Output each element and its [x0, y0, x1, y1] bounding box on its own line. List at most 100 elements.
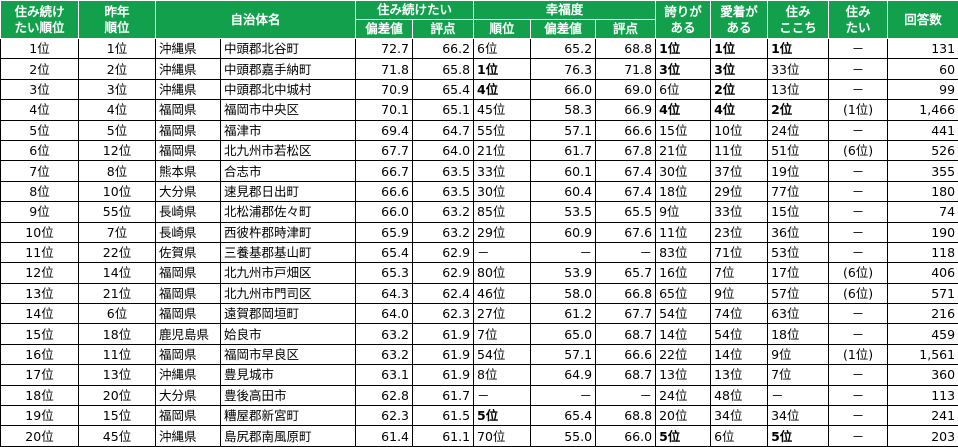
table-cell: 71.8: [355, 58, 414, 80]
table-cell: 豊後高田市: [219, 384, 357, 407]
table-cell: 21位: [655, 139, 712, 162]
table-cell: 島尻郡南風原町: [219, 425, 357, 447]
table-cell: 9位: [710, 282, 769, 305]
header-cell: 昨年 順位: [78, 0, 156, 39]
table-cell: 19位: [767, 160, 830, 182]
table-cell: 3位: [655, 58, 712, 80]
table-cell: 5位: [655, 425, 712, 447]
table-cell: 66.0: [595, 425, 657, 447]
table-cell: 71位: [710, 241, 769, 264]
table-cell: 2位: [767, 99, 830, 121]
table-cell: 34位: [710, 405, 769, 427]
table-cell: 4位: [473, 78, 532, 101]
table-cell: －: [828, 180, 889, 203]
table-cell: 8位: [473, 364, 532, 386]
table-cell: 18位: [767, 323, 830, 345]
table-cell: 65位: [655, 282, 712, 305]
table-cell: 62.3: [355, 405, 414, 427]
table-cell: 15位: [655, 119, 712, 141]
table-cell: 19位: [0, 405, 79, 427]
table-cell: 61.7: [530, 139, 597, 162]
table-cell: 65.5: [595, 201, 657, 223]
table-cell: 6位: [0, 139, 79, 162]
table-cell: 406: [887, 262, 958, 284]
table-cell: 5位: [767, 425, 830, 447]
table-cell: 12位: [78, 139, 156, 162]
table-cell: 60.1: [530, 160, 597, 182]
table-cell: 63.1: [355, 364, 414, 386]
table-cell: 65.0: [530, 323, 597, 345]
table-cell: 4位: [78, 99, 156, 121]
table-cell: 67.8: [595, 139, 657, 162]
table-row: 14位 6位 福岡県 遠賀郡岡垣町 64.0 62.3 27位 61.2 67.7 54位 74位 6…: [0, 303, 958, 325]
table-cell: 21位: [78, 282, 156, 305]
table-cell: 54位: [710, 323, 769, 345]
table-cell: 10位: [78, 180, 156, 203]
table-cell: 福岡市早良区: [219, 343, 357, 366]
table-cell: －: [828, 405, 889, 427]
table-cell: 67.7: [595, 303, 657, 325]
table-cell: 62.9: [412, 262, 475, 284]
table-row: 11位 22位 佐賀県 三養基郡基山町 65.4 62.9 －－－ 83位 71位 53位－ 118: [0, 241, 958, 264]
table-cell: 姶良市: [219, 323, 357, 345]
table-cell: 57.1: [530, 119, 597, 141]
table-cell: 63.2: [355, 343, 414, 366]
table-cell: 61.7: [412, 384, 475, 407]
table-row: 2位 2位 沖縄県 中頭郡嘉手納町 71.8 65.8 1位 76.3 71.8 3位 3位 33位－…: [0, 58, 958, 80]
table-cell: (1位): [828, 343, 889, 366]
table-cell: 68.8: [595, 405, 657, 427]
table-cell: 61.9: [412, 323, 475, 345]
table-cell: 2位: [78, 58, 156, 80]
table-row: 17位 13位 沖縄県 豊見城市 63.1 61.9 8位 64.9 68.7 13位 13位 7位－…: [0, 364, 958, 386]
table-row: 8位 10位 大分県 速見郡日出町 66.6 63.5 30位 60.4 67.4 18位 29位 7…: [0, 180, 958, 203]
table-cell: 6位: [473, 37, 532, 60]
table-cell: 58.0: [530, 282, 597, 305]
table-cell: 福岡県: [155, 262, 221, 284]
table-cell: 5位: [78, 119, 156, 141]
table-cell: 4位: [710, 99, 769, 121]
table-cell: 190: [887, 221, 958, 243]
table-cell: 131: [887, 37, 958, 60]
header-cell: 自治体名: [154, 0, 357, 39]
table-cell: 459: [887, 323, 958, 345]
table-cell: －: [530, 241, 597, 264]
table-cell: 29位: [473, 221, 532, 243]
table-row: 18位 20位 大分県 豊後高田市 62.8 61.7 －－－ 24位 48位－－ 113: [0, 384, 958, 407]
table-cell: 63.2: [412, 221, 475, 243]
table-cell: 45位: [78, 425, 156, 447]
table-row: 15位 18位 鹿児島県 姶良市 63.2 61.9 7位 65.0 68.7 14位 54位 18位…: [0, 323, 958, 345]
table-cell: 大分県: [155, 180, 221, 203]
table-cell: 65.8: [412, 58, 475, 80]
table-cell: 17位: [0, 364, 79, 386]
table-cell: 63.2: [412, 201, 475, 223]
table-cell: 22位: [78, 241, 156, 264]
table-cell: 6位: [710, 425, 769, 447]
table-cell: 4位: [655, 99, 712, 121]
table-cell: 65.3: [355, 262, 414, 284]
table-cell: －: [828, 425, 889, 447]
table-cell: 1位: [0, 37, 79, 60]
table-cell: 65.2: [530, 37, 597, 60]
table-cell: 67.6: [595, 221, 657, 243]
header-cell: 評点: [412, 19, 475, 39]
table-cell: －: [473, 384, 532, 407]
table-cell: 72.7: [355, 37, 414, 60]
table-cell: 23位: [710, 221, 769, 243]
table-cell: 11位: [0, 241, 79, 264]
header-cell: 幸福度: [473, 0, 657, 20]
table-cell: 7位: [78, 221, 156, 243]
table-row: 3位 3位 沖縄県 中頭郡北中城村 70.9 65.4 4位 66.0 69.0 6位 2位 13位－…: [0, 78, 958, 101]
table-cell: 27位: [473, 303, 532, 325]
table-cell: 61.9: [412, 343, 475, 366]
table-cell: 福岡県: [155, 139, 221, 162]
table-cell: 46位: [473, 282, 532, 305]
table-cell: 70.1: [355, 99, 414, 121]
table-cell: 51位: [767, 139, 830, 162]
table-cell: 60.9: [530, 221, 597, 243]
table-cell: 7位: [767, 364, 830, 386]
table-cell: 29位: [710, 180, 769, 203]
table-cell: 33位: [767, 58, 830, 80]
table-cell: －: [828, 241, 889, 264]
table-row: 1位 1位 沖縄県 中頭郡北谷町 72.7 66.2 6位 65.2 68.8 1位 1位 1位－ 13…: [0, 37, 958, 60]
